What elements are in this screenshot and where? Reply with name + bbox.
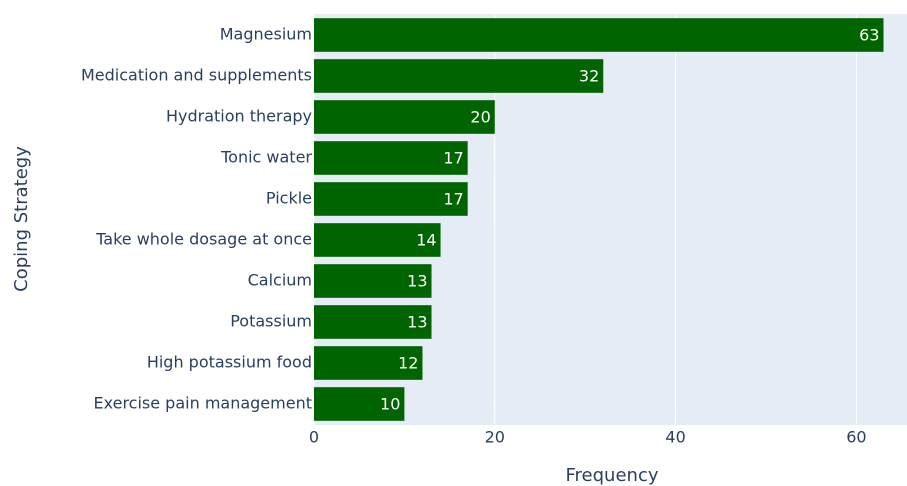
- bar: [314, 346, 423, 380]
- x-tick-label: 40: [665, 428, 685, 447]
- y-tick-label: Potassium: [230, 312, 312, 331]
- y-tick-label: Medication and supplements: [81, 66, 312, 85]
- y-tick-label: Hydration therapy: [166, 107, 312, 126]
- bar: [314, 141, 468, 175]
- y-tick-label: Take whole dosage at once: [95, 230, 312, 249]
- bar: [314, 387, 405, 421]
- data-label: 10: [380, 395, 400, 414]
- bar: [314, 223, 441, 257]
- x-tick-label: 0: [309, 428, 319, 447]
- bar: [314, 100, 495, 134]
- data-label: 63: [859, 26, 879, 45]
- x-axis-title: Frequency: [566, 465, 659, 486]
- y-tick-label: Tonic water: [220, 148, 312, 167]
- data-label: 13: [407, 313, 427, 332]
- data-label: 13: [407, 272, 427, 291]
- data-label: 17: [443, 190, 463, 209]
- data-label: 12: [398, 354, 418, 373]
- data-label: 20: [470, 108, 490, 127]
- x-tick-label: 20: [485, 428, 505, 447]
- bar: [314, 18, 884, 52]
- y-tick-label: Exercise pain management: [94, 394, 312, 413]
- data-label: 14: [416, 231, 436, 250]
- data-label: 17: [443, 149, 463, 168]
- bar: [314, 182, 468, 216]
- y-tick-label: Magnesium: [220, 25, 312, 44]
- bar: [314, 59, 604, 93]
- y-tick-label: Pickle: [266, 189, 312, 208]
- y-tick-label: Calcium: [248, 271, 312, 290]
- bar: [314, 264, 432, 298]
- bar: [314, 305, 432, 339]
- x-tick-label: 60: [846, 428, 866, 447]
- data-label: 32: [579, 67, 599, 86]
- y-axis-title: Coping Strategy: [11, 146, 32, 292]
- y-tick-label: High potassium food: [147, 353, 312, 372]
